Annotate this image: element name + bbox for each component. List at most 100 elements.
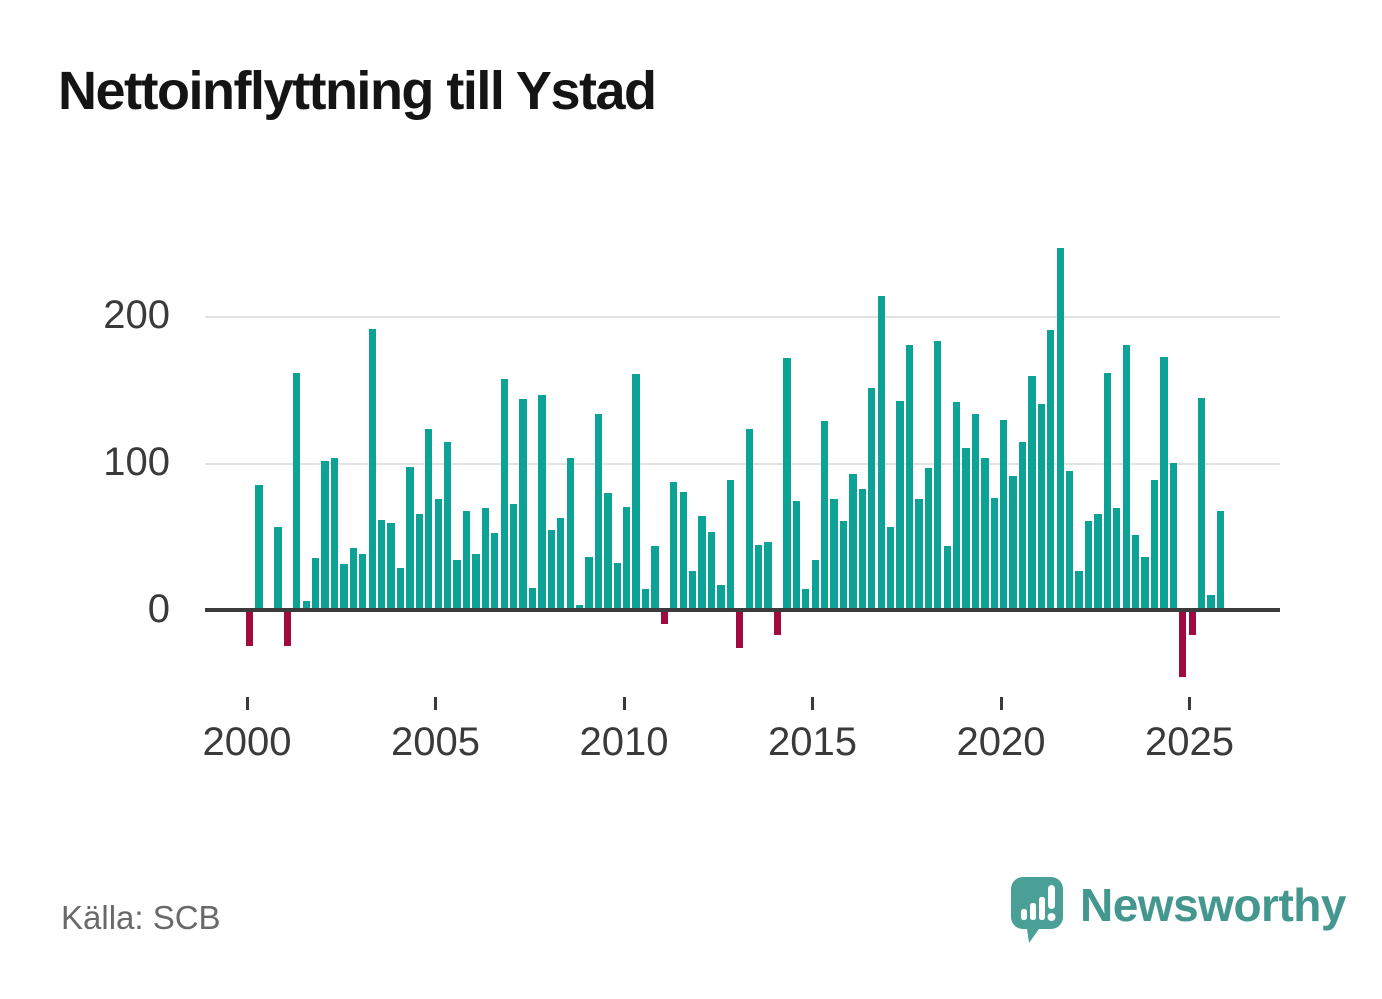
bar-2007Q2 (519, 399, 527, 611)
bar-2014Q4 (802, 589, 810, 612)
x-tick-label-2020: 2020 (956, 720, 1046, 764)
x-tick-mark-2005 (434, 697, 437, 710)
bar-2013Q3 (755, 544, 763, 612)
y-tick-label-200: 200 (103, 293, 170, 337)
y-tick-label-100: 100 (103, 440, 170, 484)
bar-2010Q3 (641, 589, 650, 612)
bar-2009Q4 (613, 562, 621, 611)
bar-2017Q4 (915, 499, 923, 611)
bar-2021Q4 (1066, 471, 1074, 612)
bar-2019Q3 (981, 458, 989, 611)
bar-2015Q1 (811, 559, 819, 611)
bar-2025Q2 (1197, 397, 1206, 612)
bar-2015Q3 (830, 499, 838, 611)
newsworthy-brand: Newsworthy (1010, 876, 1346, 944)
bar-2007Q1 (509, 503, 518, 611)
x-tick-label-2015: 2015 (768, 720, 857, 764)
bar-2005Q4 (462, 511, 471, 611)
x-tick-mark-2015 (811, 697, 814, 710)
bar-2001Q1 (283, 611, 292, 647)
bar-2010Q4 (651, 546, 659, 611)
bar-2022Q3 (1094, 514, 1102, 611)
bar-2002Q1 (321, 461, 329, 611)
x-tick-label-2010: 2010 (579, 720, 669, 764)
bar-2003Q1 (359, 553, 367, 611)
x-tick-label-2025: 2025 (1145, 720, 1234, 764)
bar-2024Q2 (1160, 356, 1168, 611)
bar-2016Q3 (868, 387, 876, 611)
gridline-100 (205, 463, 1280, 465)
bar-2014Q2 (783, 358, 791, 611)
chart-title: Nettoinflyttning till Ystad (58, 61, 657, 121)
bar-2001Q4 (312, 558, 320, 611)
bar-2006Q4 (500, 378, 508, 611)
bar-2012Q3 (717, 584, 725, 611)
bar-2011Q2 (670, 481, 678, 611)
y-tick-label-0: 0 (147, 587, 170, 631)
bar-2023Q1 (1113, 508, 1121, 611)
bar-2019Q2 (971, 414, 980, 611)
bar-2016Q2 (858, 489, 866, 611)
bar-2025Q4 (1216, 511, 1225, 611)
bar-2017Q2 (896, 400, 904, 611)
bar-2021Q2 (1047, 330, 1055, 611)
bar-2001Q3 (302, 600, 310, 611)
bar-2020Q2 (1009, 475, 1017, 611)
bar-2000Q1 (246, 611, 254, 647)
bar-2013Q1 (736, 611, 744, 648)
x-tick-mark-2020 (999, 697, 1003, 710)
bar-2018Q4 (952, 402, 961, 611)
bar-2007Q3 (528, 587, 537, 611)
newsworthy-logo-icon (1011, 877, 1063, 943)
bar-2024Q1 (1150, 480, 1159, 611)
x-axis-line (205, 608, 1280, 612)
bar-2006Q3 (491, 533, 499, 611)
bar-2023Q2 (1122, 344, 1130, 611)
bar-2005Q3 (453, 559, 461, 611)
bar-2005Q2 (443, 442, 452, 611)
bar-2024Q3 (1169, 462, 1178, 611)
bar-2000Q2 (255, 484, 263, 611)
bar-2020Q1 (1000, 419, 1008, 611)
bar-2018Q1 (924, 468, 932, 611)
bar-2014Q3 (792, 500, 801, 612)
bar-2011Q3 (679, 491, 687, 611)
bar-2016Q4 (877, 296, 885, 611)
bar-2015Q4 (839, 521, 848, 611)
x-tick-mark-2010 (622, 697, 626, 710)
bar-2004Q1 (396, 568, 405, 611)
bar-2008Q3 (566, 458, 574, 611)
bar-2001Q2 (293, 372, 301, 611)
bar-2015Q2 (820, 421, 829, 611)
bar-2019Q4 (990, 497, 998, 611)
x-tick-mark-2000 (245, 697, 249, 710)
bar-2023Q4 (1141, 556, 1149, 611)
bar-2006Q1 (472, 553, 480, 611)
bar-2022Q4 (1103, 372, 1112, 611)
bar-2004Q3 (415, 514, 423, 611)
bar-2004Q2 (406, 466, 414, 611)
bar-2024Q4 (1179, 611, 1187, 678)
gridline-200 (205, 316, 1280, 318)
bar-2006Q2 (481, 508, 489, 611)
x-tick-label-2005: 2005 (391, 720, 480, 764)
bar-2022Q1 (1075, 571, 1083, 611)
bar-2017Q1 (886, 527, 895, 611)
bar-2013Q2 (745, 428, 753, 611)
bar-2011Q4 (689, 571, 697, 611)
bar-2025Q3 (1207, 594, 1215, 611)
newsworthy-brand-name: Newsworthy (1080, 879, 1346, 931)
bar-2002Q4 (349, 547, 358, 611)
bar-2000Q4 (274, 527, 282, 611)
bar-2022Q2 (1084, 521, 1093, 611)
bar-2010Q1 (623, 506, 631, 611)
bar-2012Q2 (707, 531, 716, 611)
bar-2010Q2 (632, 374, 640, 611)
bar-2013Q4 (764, 541, 772, 611)
bar-2009Q1 (585, 556, 593, 611)
bar-2020Q3 (1018, 442, 1027, 611)
bar-2009Q3 (604, 493, 612, 611)
bar-2008Q2 (557, 518, 565, 611)
bar-2021Q3 (1056, 247, 1064, 611)
